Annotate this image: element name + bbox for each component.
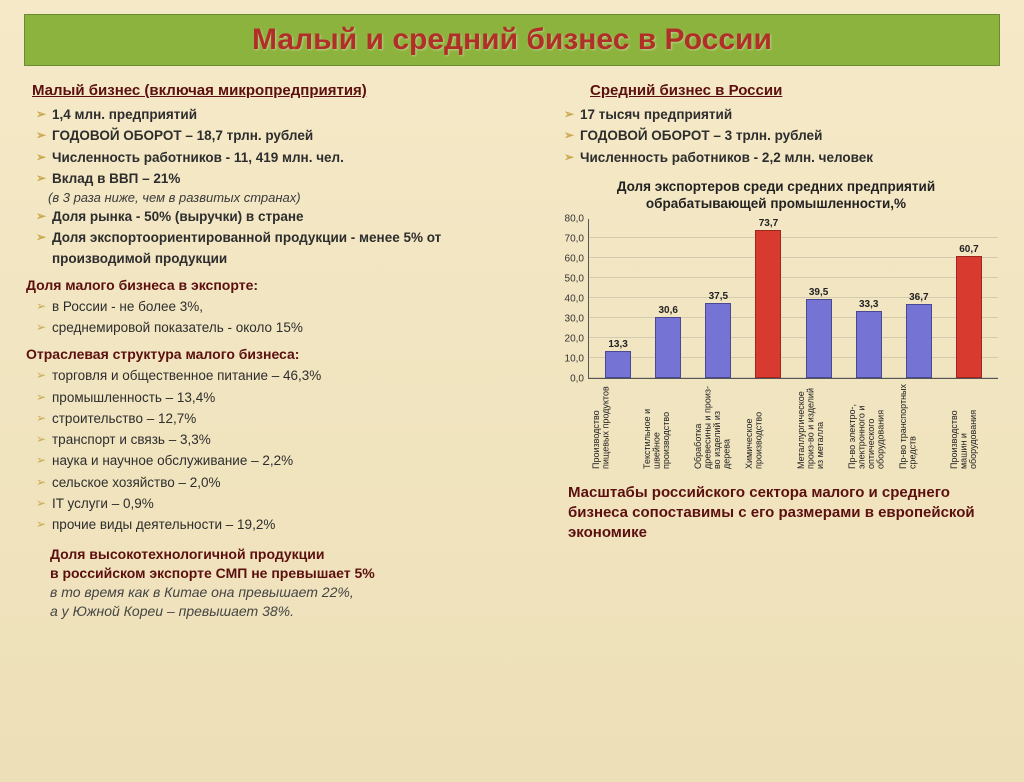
bar-value-label: 39,5 [809, 287, 828, 298]
bar-slot: 73,7 [746, 218, 790, 377]
bar [655, 317, 681, 378]
bar-value-label: 13,3 [608, 339, 627, 350]
sector-item: промышленность – 13,4% [36, 388, 532, 408]
chart-area: 80,070,060,050,040,030,020,010,00,0 13,3… [554, 219, 998, 379]
bar-slot: 60,7 [947, 244, 991, 377]
x-category-label: Пр-во электро-, электронного и оптическо… [848, 381, 892, 469]
left-stats-list-2: Доля рынка - 50% (выручки) в стране Доля… [22, 207, 532, 269]
bar-value-label: 37,5 [709, 291, 728, 302]
right-footnote: Масштабы российского сектора малого и ср… [568, 483, 996, 544]
sector-item: строительство – 12,7% [36, 409, 532, 429]
plot-area: 13,3 30,6 37,5 73,7 39,5 33,3 36,7 60,7 [588, 219, 998, 379]
stat-item: Вклад в ВВП – 21% [36, 169, 532, 189]
bar-value-label: 36,7 [909, 292, 928, 303]
sector-item: торговля и общественное питание – 46,3% [36, 366, 532, 386]
stat-item: Численность работников - 2,2 млн. челове… [564, 148, 1002, 168]
sector-item: прочие виды деятельности – 19,2% [36, 515, 532, 535]
stat-item: ГОДОВОЙ ОБОРОТ – 3 трлн. рублей [564, 126, 1002, 146]
sector-item: наука и научное обслуживание – 2,2% [36, 451, 532, 471]
x-category-label: Производство пищевых продуктов [592, 381, 636, 469]
sectors-list: торговля и общественное питание – 46,3% … [22, 366, 532, 535]
bar [956, 256, 982, 377]
left-footnote: Доля высокотехнологичной продукции в рос… [50, 545, 532, 621]
bar-slot: 13,3 [596, 339, 640, 378]
bar-slot: 33,3 [847, 299, 891, 378]
stat-item: 17 тысяч предприятий [564, 105, 1002, 125]
x-axis-labels: Производство пищевых продуктовТекстильно… [554, 381, 998, 469]
x-category-label: Металлургическое произ-во и изделий из м… [797, 381, 841, 469]
bar-value-label: 60,7 [959, 244, 978, 255]
right-column: Средний бизнес в России 17 тысяч предпри… [550, 78, 1002, 621]
page-title: Малый и средний бизнес в России [252, 23, 772, 56]
bar-value-label: 33,3 [859, 299, 878, 310]
x-category-label: Производство машин и оборудования [950, 381, 994, 469]
foot-line-italic: в то время как в Китае она превышает 22%… [50, 584, 354, 600]
bar-slot: 37,5 [696, 291, 740, 378]
sector-item: сельское хозяйство – 2,0% [36, 473, 532, 493]
x-category-label: Пр-во транспортных средств [899, 381, 943, 469]
sector-item: транспорт и связь – 3,3% [36, 430, 532, 450]
bar [906, 304, 932, 377]
export-item: среднемировой показатель - около 15% [36, 318, 532, 338]
left-column: Малый бизнес (включая микропредприятия) … [22, 78, 532, 621]
title-band: Малый и средний бизнес в России [24, 14, 1000, 66]
bar-slot: 39,5 [797, 287, 841, 378]
bar [856, 311, 882, 378]
bar [605, 351, 631, 378]
x-category-label: Текстильное и швейное производство [643, 381, 687, 469]
x-category-label: Химическое производство [745, 381, 789, 469]
gdp-note: (в 3 раза ниже, чем в развитых странах) [22, 190, 532, 205]
left-heading-1: Малый бизнес (включая микропредприятия) [32, 82, 532, 99]
export-list: в России - не более 3%, среднемировой по… [22, 297, 532, 339]
bar [806, 299, 832, 378]
x-category-label: Обработка древесины и произ-во изделий и… [694, 381, 738, 469]
foot-line-italic: а у Южной Кореи – превышает 38%. [50, 603, 294, 619]
y-axis: 80,070,060,050,040,030,020,010,00,0 [554, 219, 588, 379]
foot-line: Доля высокотехнологичной продукции [50, 546, 325, 562]
bar-value-label: 73,7 [759, 218, 778, 229]
right-stats-list: 17 тысяч предприятий ГОДОВОЙ ОБОРОТ – 3 … [550, 105, 1002, 168]
bar [705, 303, 731, 378]
bar-value-label: 30,6 [658, 305, 677, 316]
chart-title: Доля экспортеров среди средних предприят… [554, 178, 998, 213]
foot-line: в российском экспорте СМП не превышает 5… [50, 565, 375, 581]
stat-item: Доля экспортоориентированной продукции -… [36, 228, 532, 269]
stat-item: Доля рынка - 50% (выручки) в стране [36, 207, 532, 227]
left-heading-export: Доля малого бизнеса в экспорте: [26, 277, 532, 293]
stat-item: Численность работников - 11, 419 млн. че… [36, 148, 532, 168]
right-heading-1: Средний бизнес в России [590, 82, 1002, 99]
stat-item: ГОДОВОЙ ОБОРОТ – 18,7 трлн. рублей [36, 126, 532, 146]
left-stats-list: 1,4 млн. предприятий ГОДОВОЙ ОБОРОТ – 18… [22, 105, 532, 189]
sector-item: IT услуги – 0,9% [36, 494, 532, 514]
stat-item: 1,4 млн. предприятий [36, 105, 532, 125]
left-heading-sectors: Отраслевая структура малого бизнеса: [26, 346, 532, 362]
bar-slot: 36,7 [897, 292, 941, 377]
bar-slot: 30,6 [646, 305, 690, 378]
bar [755, 230, 781, 377]
bar-chart: Доля экспортеров среди средних предприят… [554, 178, 998, 469]
export-item: в России - не более 3%, [36, 297, 532, 317]
content-grid: Малый бизнес (включая микропредприятия) … [0, 78, 1024, 621]
